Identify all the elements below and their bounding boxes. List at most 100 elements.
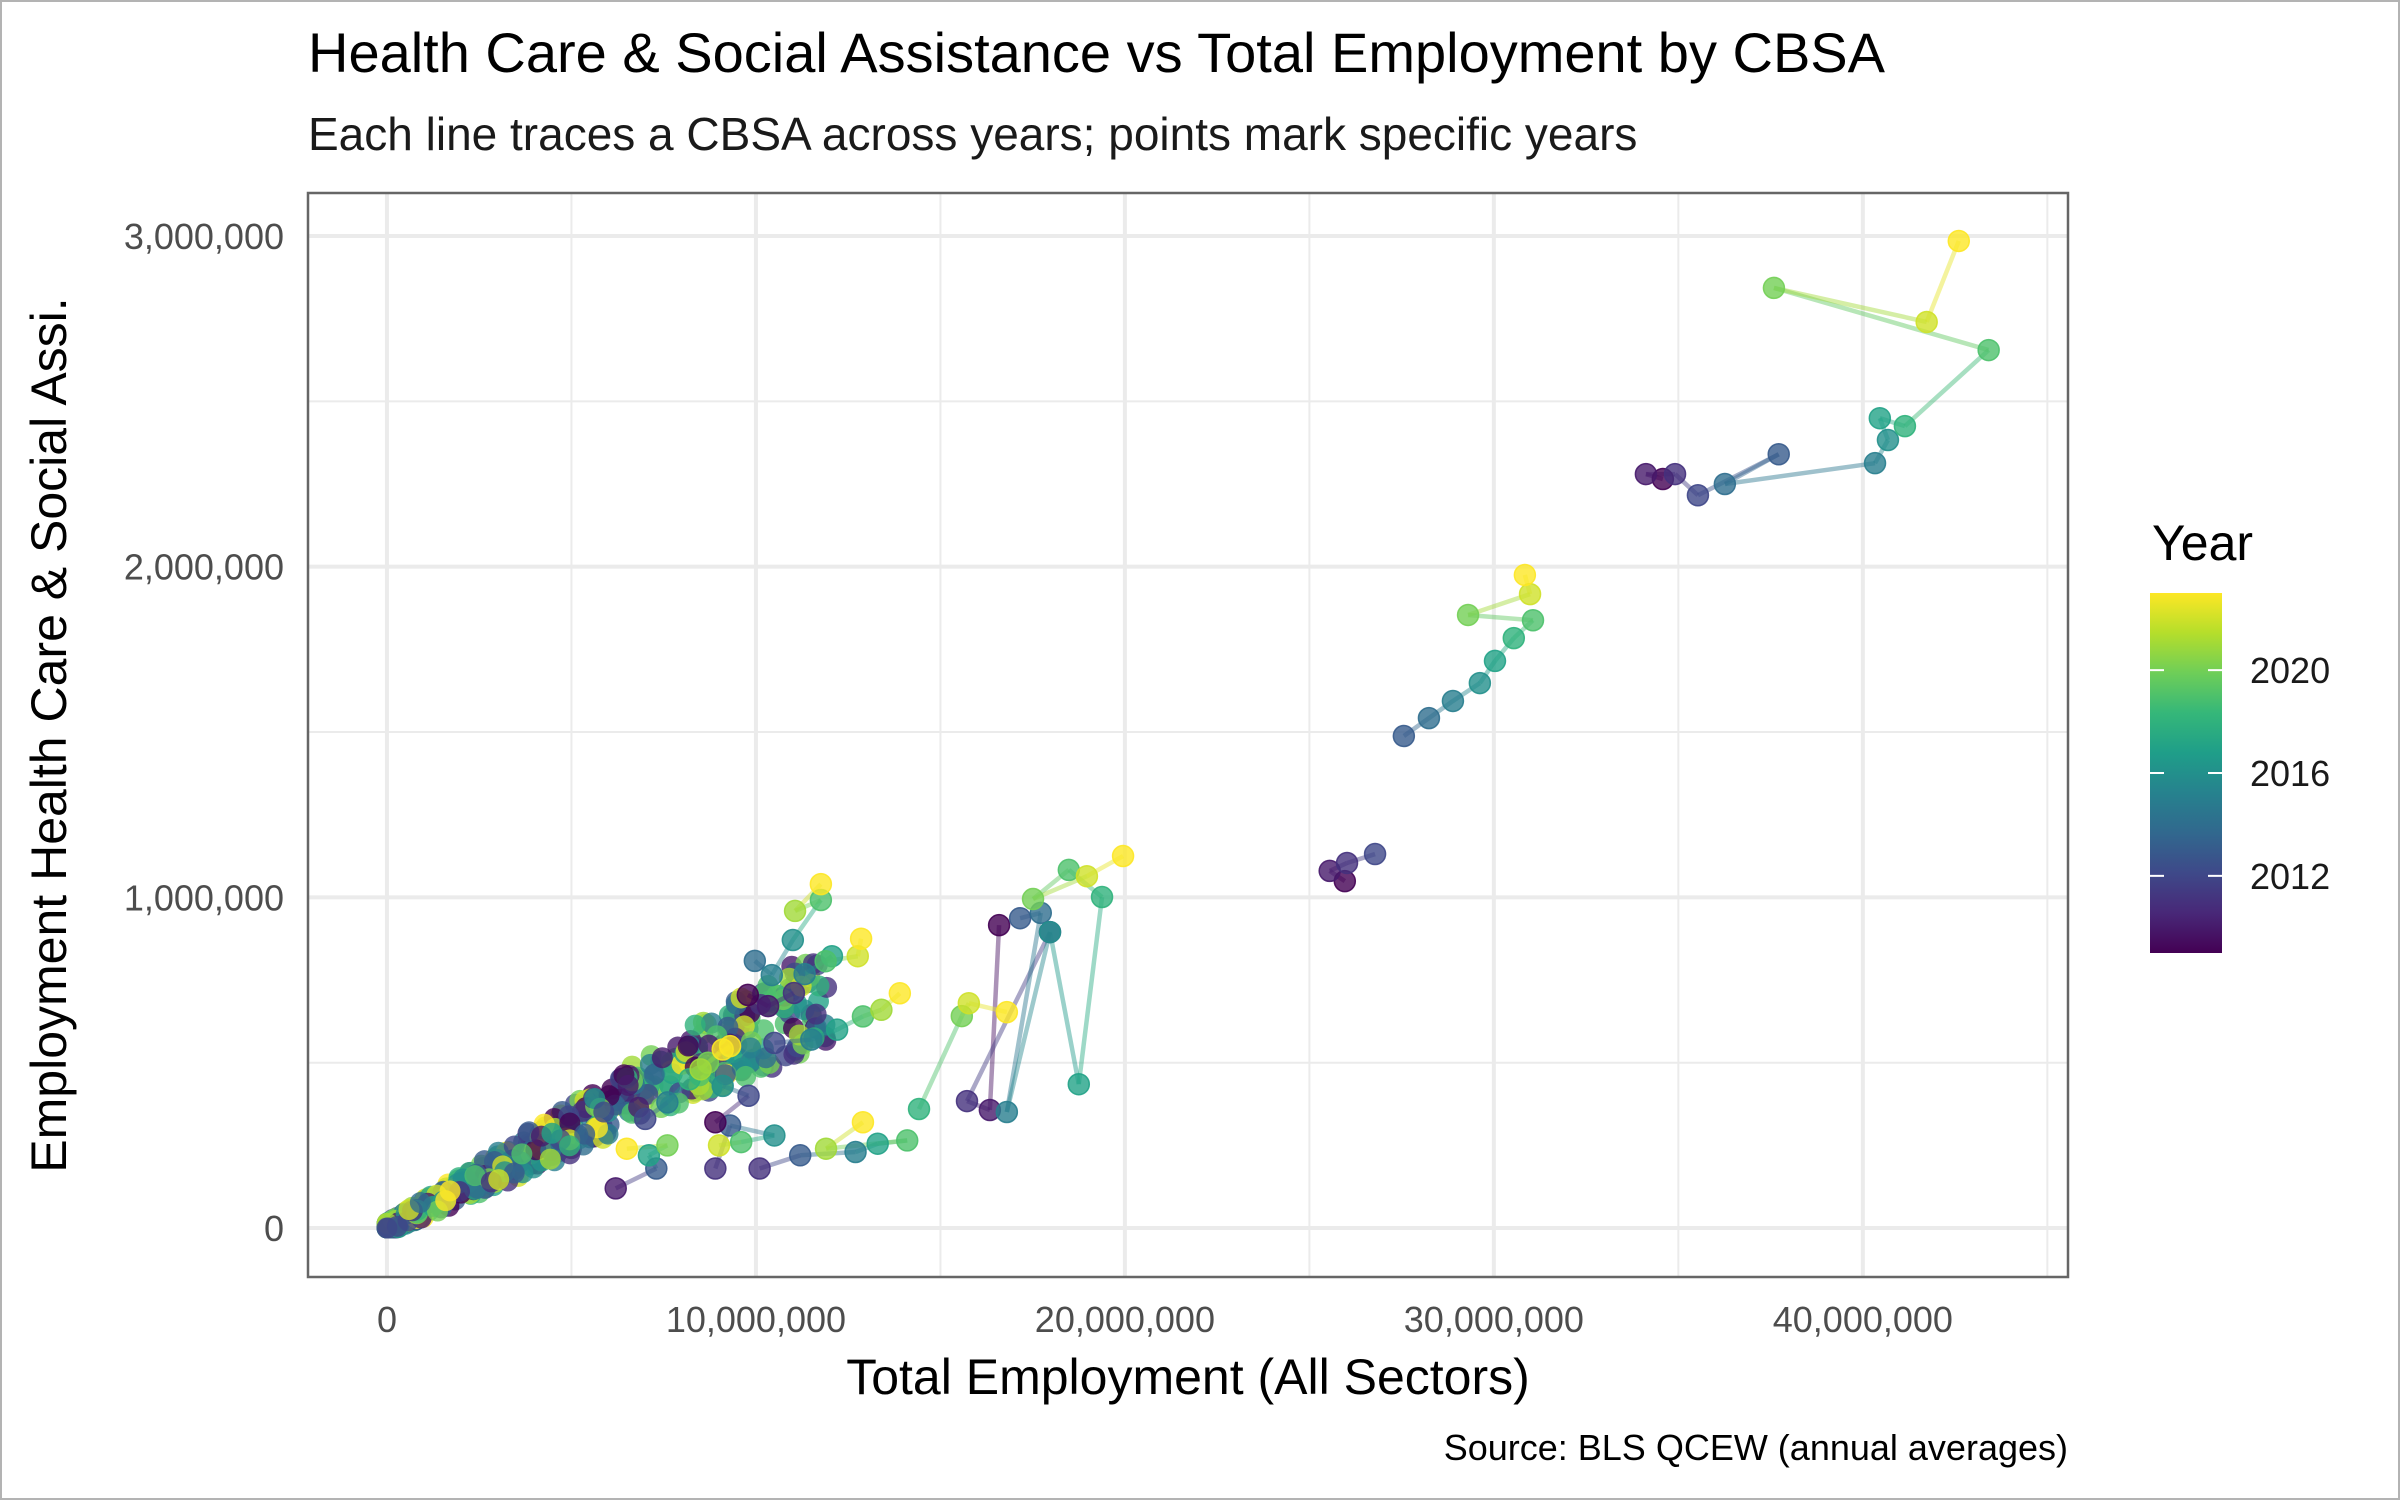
data-point	[736, 983, 760, 1007]
data-point	[1915, 310, 1938, 334]
cluster-point	[617, 1074, 639, 1096]
data-point	[1767, 442, 1790, 466]
data-point	[1947, 229, 1971, 253]
series-line-segment	[1004, 931, 1053, 1113]
data-point	[763, 1031, 786, 1055]
data-point	[1868, 406, 1892, 430]
data-point	[1863, 451, 1887, 475]
series-line-segment	[1903, 348, 1991, 428]
data-point	[995, 1000, 1019, 1024]
y-tick-label: 1,000,000	[124, 877, 284, 918]
data-point	[866, 1132, 889, 1155]
data-point	[704, 1110, 727, 1134]
dense-cluster	[376, 953, 838, 1239]
cluster-point	[593, 1101, 615, 1123]
data-point	[1441, 689, 1465, 713]
data-point	[814, 1137, 838, 1160]
cluster-point	[559, 1135, 581, 1157]
data-point	[1634, 462, 1658, 486]
y-tick-label: 2,000,000	[124, 547, 284, 588]
data-point	[888, 982, 912, 1005]
cluster-point	[376, 1217, 398, 1239]
data-point	[737, 1084, 760, 1108]
cluster-point	[541, 1122, 563, 1144]
series-points	[604, 229, 2000, 1200]
data-point	[1021, 887, 1045, 911]
data-point	[1713, 472, 1737, 496]
y-tick-label: 0	[264, 1208, 284, 1249]
data-point	[1090, 885, 1114, 909]
series-line-segment	[987, 925, 1002, 1111]
data-point	[895, 1129, 919, 1152]
x-tick-label: 10,000,000	[666, 1299, 846, 1340]
y-axis-title: Employment Health Care & Social Assi.	[21, 297, 77, 1172]
data-point	[711, 1038, 734, 1061]
legend-tick-label: 2012	[2250, 856, 2330, 897]
data-point	[1075, 864, 1099, 888]
data-point	[1363, 842, 1387, 866]
x-tick-label: 40,000,000	[1773, 1299, 1953, 1340]
x-tick-label: 30,000,000	[1404, 1299, 1584, 1340]
data-point	[1876, 428, 1900, 452]
cluster-point	[488, 1169, 510, 1191]
data-point	[1067, 1072, 1091, 1096]
data-point	[987, 913, 1011, 937]
series-line-segment	[1773, 285, 1990, 353]
data-point	[763, 1124, 786, 1147]
data-point	[1518, 582, 1542, 606]
data-point	[907, 1097, 931, 1121]
data-point	[800, 1028, 823, 1051]
cluster-point	[677, 1035, 699, 1057]
data-point	[1502, 626, 1526, 650]
data-point	[704, 1157, 727, 1180]
cluster-point	[574, 1123, 596, 1145]
cluster-point	[439, 1180, 461, 1202]
data-point	[1038, 920, 1062, 944]
data-point	[748, 1157, 771, 1180]
data-point	[1111, 844, 1135, 868]
data-point	[1893, 414, 1917, 438]
data-point	[656, 1091, 679, 1114]
data-point	[1521, 609, 1545, 632]
series-line-segment	[1924, 240, 1961, 323]
data-point	[756, 994, 780, 1018]
data-point	[707, 1134, 731, 1157]
chart-caption: Source: BLS QCEW (annual averages)	[1444, 1427, 2068, 1468]
data-point	[637, 1144, 661, 1167]
data-point	[788, 1144, 812, 1167]
data-point	[1762, 276, 1786, 300]
data-point	[1468, 671, 1492, 695]
data-point	[1686, 484, 1710, 507]
data-point	[633, 1107, 657, 1131]
data-point	[604, 1177, 627, 1200]
data-point	[870, 998, 893, 1022]
data-point	[957, 991, 981, 1015]
cluster-point	[805, 1003, 827, 1025]
series-line-segment	[1773, 285, 1928, 325]
data-point	[1483, 649, 1507, 673]
data-point	[1513, 563, 1537, 587]
data-point	[809, 872, 833, 896]
chart-subtitle: Each line traces a CBSA across years; po…	[308, 108, 1637, 160]
series-line-segment	[1696, 452, 1780, 498]
cluster-point	[539, 1148, 561, 1170]
cluster-point	[409, 1192, 431, 1214]
series-line-segment	[1047, 931, 1081, 1085]
data-point	[851, 1110, 875, 1134]
grid-major	[308, 193, 2068, 1277]
legend-tick-label: 2016	[2250, 753, 2330, 794]
data-point	[783, 899, 807, 923]
data-point	[1977, 338, 2000, 362]
data-point	[1663, 462, 1687, 486]
data-point	[1417, 706, 1441, 730]
data-point	[849, 927, 873, 950]
data-point	[1392, 724, 1416, 748]
x-tick-label: 0	[377, 1299, 397, 1340]
series-line-segment	[1076, 896, 1105, 1085]
x-tick-label: 20,000,000	[1035, 1299, 1215, 1340]
plot-panel-border	[306, 191, 2070, 1279]
x-axis-title: Total Employment (All Sectors)	[846, 1349, 1530, 1405]
legend-tick-label: 2020	[2250, 650, 2330, 691]
